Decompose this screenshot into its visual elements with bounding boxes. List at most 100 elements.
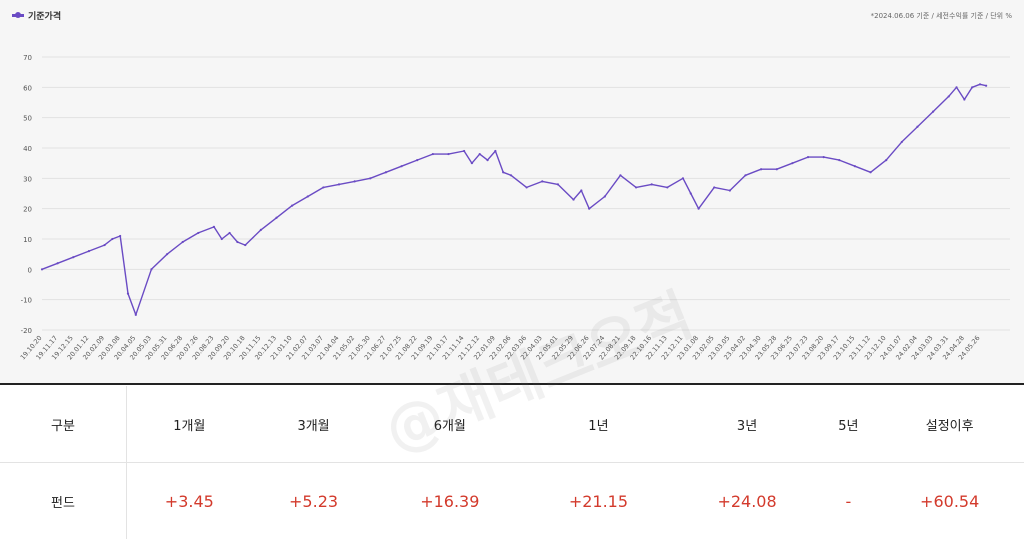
y-tick-label: -10 [21, 297, 32, 305]
data-point [354, 180, 356, 182]
data-point [807, 156, 809, 158]
line-chart: -20-1001020304050607019.10.2019.11.1719.… [0, 0, 1024, 383]
data-point [619, 174, 621, 176]
data-point [729, 189, 731, 191]
data-point [854, 165, 856, 167]
data-point [41, 268, 43, 270]
data-point [963, 98, 965, 100]
data-point [135, 314, 137, 316]
data-point [666, 186, 668, 188]
data-point [471, 162, 473, 164]
series-line [42, 84, 986, 314]
y-tick-label: 70 [23, 54, 32, 62]
data-point [463, 150, 465, 152]
table-header-row: 구분 1개월 3개월 6개월 1년 3년 5년 설정이후 [0, 386, 1024, 463]
y-tick-label: 50 [23, 115, 32, 123]
data-point [416, 159, 418, 161]
data-point [971, 86, 973, 88]
data-point [698, 208, 700, 210]
table-header: 6개월 [375, 386, 524, 463]
y-tick-label: 60 [23, 84, 32, 92]
table-cell: +60.54 [875, 463, 1024, 539]
data-point [72, 256, 74, 258]
y-tick-label: 0 [28, 266, 32, 274]
data-point [221, 238, 223, 240]
table-row-label: 펀드 [0, 463, 127, 539]
y-tick-label: 30 [23, 175, 32, 183]
table-header: 구분 [0, 386, 127, 463]
data-point [635, 186, 637, 188]
data-point [260, 229, 262, 231]
data-point [502, 171, 504, 173]
data-point [885, 159, 887, 161]
data-point [955, 86, 957, 88]
table-cell: +5.23 [252, 463, 376, 539]
table-header: 1년 [524, 386, 673, 463]
data-point [557, 183, 559, 185]
data-point [541, 180, 543, 182]
data-point [838, 159, 840, 161]
table-cell: - [821, 463, 875, 539]
data-point [932, 111, 934, 113]
data-point [604, 195, 606, 197]
data-point [526, 186, 528, 188]
data-point [119, 235, 121, 237]
data-point [88, 250, 90, 252]
data-point [744, 174, 746, 176]
data-point [447, 153, 449, 155]
table-row: 펀드 +3.45 +5.23 +16.39 +21.15 +24.08 - +6… [0, 463, 1024, 539]
data-point [985, 85, 987, 87]
data-point [111, 238, 113, 240]
y-tick-label: 20 [23, 206, 32, 214]
y-tick-label: 10 [23, 236, 32, 244]
data-point [307, 195, 309, 197]
data-point [385, 171, 387, 173]
data-point [690, 192, 692, 194]
table-header: 3년 [673, 386, 822, 463]
table-header: 1개월 [127, 386, 252, 463]
chart-panel: 기준가격 *2024.06.06 기준 / 세전수익률 기준 / 단위 % -2… [0, 0, 1024, 383]
data-point [479, 153, 481, 155]
data-point [791, 162, 793, 164]
data-point [572, 198, 574, 200]
data-point [229, 232, 231, 234]
table-cell: +24.08 [673, 463, 822, 539]
data-point [651, 183, 653, 185]
data-point [486, 159, 488, 161]
data-point [979, 83, 981, 85]
data-point [948, 95, 950, 97]
data-point [197, 232, 199, 234]
table-header: 5년 [821, 386, 875, 463]
data-point [823, 156, 825, 158]
data-point [166, 253, 168, 255]
data-point [494, 150, 496, 152]
data-point [760, 168, 762, 170]
data-point [127, 293, 129, 295]
data-point [916, 126, 918, 128]
data-point [510, 174, 512, 176]
data-point [776, 168, 778, 170]
data-point [682, 177, 684, 179]
data-point [103, 244, 105, 246]
data-point [291, 205, 293, 207]
data-point [244, 244, 246, 246]
data-point [182, 241, 184, 243]
data-point [338, 183, 340, 185]
y-tick-label: 40 [23, 145, 32, 153]
data-point [57, 262, 59, 264]
data-point [400, 165, 402, 167]
data-point [713, 186, 715, 188]
data-point [322, 186, 324, 188]
table-header: 설정이후 [875, 386, 1024, 463]
data-point [275, 217, 277, 219]
data-point [213, 226, 215, 228]
data-point [901, 141, 903, 143]
table-cell: +16.39 [375, 463, 524, 539]
divider [0, 383, 1024, 385]
table-cell: +21.15 [524, 463, 673, 539]
table-header: 3개월 [252, 386, 376, 463]
data-point [588, 208, 590, 210]
data-point [369, 177, 371, 179]
data-point [432, 153, 434, 155]
data-point [580, 189, 582, 191]
